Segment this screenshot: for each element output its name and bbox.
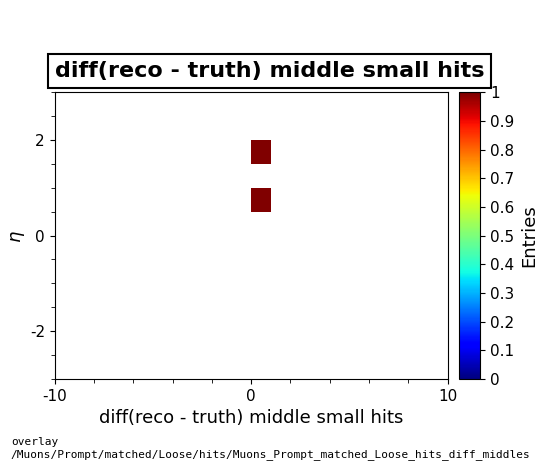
Text: diff(reco - truth) middle small hits: diff(reco - truth) middle small hits xyxy=(55,61,484,81)
Y-axis label: Entries: Entries xyxy=(520,204,538,267)
Text: overlay
/Muons/Prompt/matched/Loose/hits/Muons_Prompt_matched_Loose_hits_diff_mi: overlay /Muons/Prompt/matched/Loose/hits… xyxy=(11,437,531,460)
Y-axis label: η: η xyxy=(6,230,24,241)
X-axis label: diff(reco - truth) middle small hits: diff(reco - truth) middle small hits xyxy=(99,409,403,427)
